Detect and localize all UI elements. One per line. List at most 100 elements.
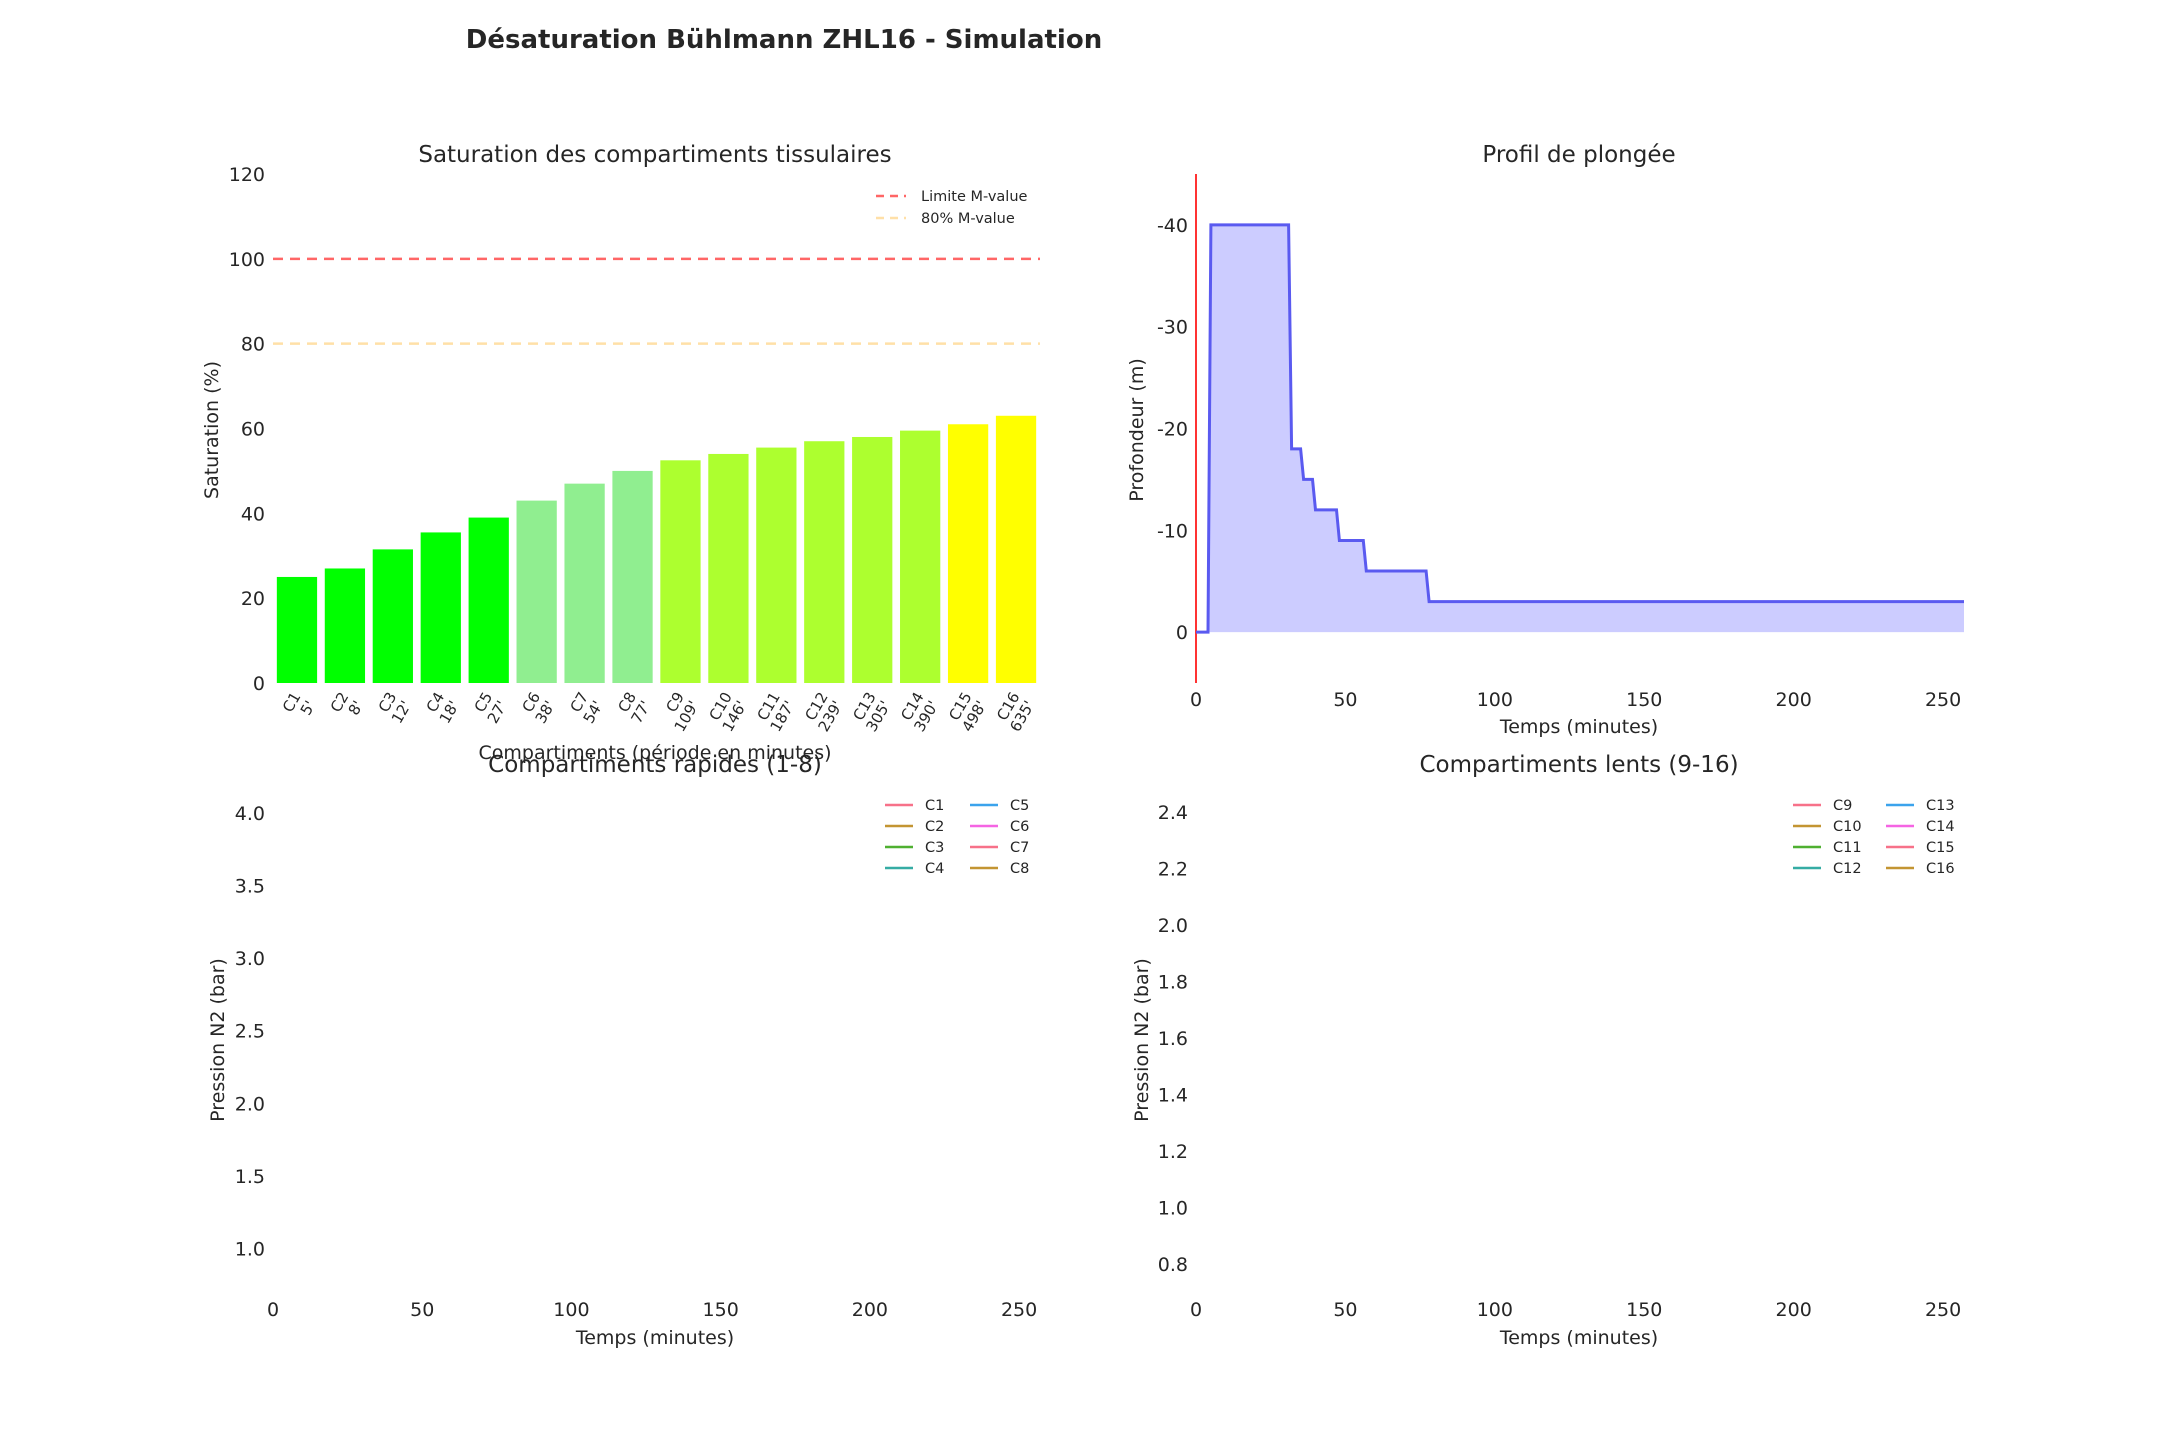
x-tick-label: C16635'	[992, 689, 1039, 735]
x-tick-label: 100	[1477, 689, 1513, 711]
profile-ylabel: Profondeur (m)	[1126, 358, 1148, 501]
legend-label: C15	[1926, 840, 1955, 856]
bar-1	[276, 576, 318, 683]
legend-label: C10	[1833, 819, 1862, 835]
bar-2	[324, 568, 366, 683]
x-tick-label: 100	[1477, 1299, 1513, 1321]
legend-label-m-value: Limite M-value	[921, 189, 1028, 205]
x-tick-label: 0	[1190, 689, 1202, 711]
legend-label: C9	[1833, 798, 1852, 814]
y-tick-label: 1.5	[235, 1166, 265, 1188]
bar-13	[852, 436, 893, 683]
y-tick-label: 0	[1176, 622, 1188, 644]
fast-compartments-xlabel: Temps (minutes)	[575, 1327, 734, 1349]
x-tick-label: 150	[703, 1299, 739, 1321]
bar-11	[756, 447, 797, 683]
legend-label: C3	[925, 840, 944, 856]
bar-8	[612, 470, 653, 683]
x-tick-label: C15498'	[944, 689, 991, 735]
bar-6	[516, 500, 557, 683]
y-tick-label: -10	[1157, 520, 1188, 542]
x-tick-label: C877'	[613, 689, 655, 727]
x-tick-label: C638'	[517, 689, 559, 727]
saturation-plot-area: 0 20 40 60 80 100 120 C15' C28' C312' C418' C527' C6…	[229, 164, 1040, 735]
legend-label: C4	[925, 861, 944, 877]
x-tick-label: 100	[553, 1299, 589, 1321]
y-tick-label: 60	[241, 419, 265, 441]
y-tick-label: 2.4	[1158, 802, 1188, 824]
legend-label: C5	[1010, 798, 1029, 814]
x-tick-label: 150	[1626, 689, 1662, 711]
saturation-ylabel: Saturation (%)	[201, 361, 223, 499]
x-tick-label: 150	[1626, 1299, 1662, 1321]
saturation-legend: Limite M-value 80% M-value	[876, 189, 1028, 227]
legend-label: C7	[1010, 840, 1029, 856]
x-tick-label: 50	[410, 1299, 434, 1321]
legend-label-80-m-value: 80% M-value	[921, 211, 1015, 227]
x-tick-label: 200	[1776, 689, 1812, 711]
figure-title: Désaturation Bühlmann ZHL16 - Simulation	[466, 25, 1102, 55]
x-tick-label: 0	[267, 1299, 279, 1321]
fast-compartments-plot-area: 0 50 100 150 200 250 1.0 1.5 2.0 2.5 3.0 3.5 4.0	[235, 803, 1037, 1321]
x-tick-label: C13305'	[848, 689, 895, 735]
y-tick-label: 1.6	[1158, 1028, 1188, 1050]
legend-label: C16	[1926, 861, 1955, 877]
x-tick-label: C527'	[469, 689, 511, 727]
saturation-xlabel: Compartiments (période en minutes)	[478, 742, 831, 764]
y-tick-label: 100	[229, 249, 265, 271]
profile-xlabel: Temps (minutes)	[1499, 716, 1658, 738]
y-tick-label: 0.8	[1158, 1254, 1188, 1276]
x-tick-label: C9109'	[656, 689, 703, 735]
y-tick-label: 2.0	[235, 1093, 265, 1115]
y-tick-label: 1.2	[1158, 1141, 1188, 1163]
x-tick-label: C10146'	[704, 689, 751, 735]
y-tick-label: 120	[229, 164, 265, 186]
profile-plot-area: 0 50 100 150 200 250 0 -10 -20 -30 -40	[1157, 174, 1964, 711]
fast-compartments-ylabel: Pression N2 (bar)	[207, 958, 229, 1122]
y-tick-label: 3.5	[235, 876, 265, 898]
y-tick-label: -30	[1157, 317, 1188, 339]
x-tick-label: 0	[1190, 1299, 1202, 1321]
y-tick-label: 0	[253, 673, 265, 695]
legend-label: C1	[925, 798, 944, 814]
y-tick-label: -40	[1157, 215, 1188, 237]
x-tick-label: 250	[1925, 1299, 1961, 1321]
y-tick-label: -20	[1157, 419, 1188, 441]
bar-15	[947, 424, 989, 683]
x-tick-label: 50	[1333, 1299, 1357, 1321]
legend-label: C8	[1010, 861, 1029, 877]
profile-title: Profil de plongée	[1482, 142, 1675, 168]
fast-compartments-panel: Compartiments rapides (1-8) Pression N2 …	[207, 752, 1037, 1349]
legend-label: C11	[1833, 840, 1862, 856]
x-tick-label: 250	[1001, 1299, 1037, 1321]
bar-5	[468, 517, 509, 683]
slow-compartments-plot-area: 0 50 100 150 200 250 0.8 1.0 1.2 1.4 1.6 1.8 2.0 2.2 2…	[1158, 802, 1961, 1321]
profile-area-fill	[1196, 224, 1964, 633]
legend-label: C2	[925, 819, 944, 835]
bar-14	[900, 430, 941, 683]
x-tick-label: C15'	[279, 689, 319, 724]
profile-panel: Profil de plongée Profondeur (m) Temps (…	[1126, 142, 1964, 738]
x-tick-label: C28'	[327, 689, 367, 724]
x-tick-label: C12239'	[800, 689, 847, 735]
slow-compartments-xlabel: Temps (minutes)	[1499, 1327, 1658, 1349]
y-tick-label: 2.5	[235, 1021, 265, 1043]
y-tick-label: 40	[241, 503, 265, 525]
x-tick-label: 50	[1333, 689, 1357, 711]
y-tick-label: 20	[241, 588, 265, 610]
legend-label: C13	[1926, 798, 1955, 814]
x-tick-label: 250	[1925, 689, 1961, 711]
legend-label: C14	[1926, 819, 1955, 835]
x-tick-label: C14390'	[896, 689, 943, 735]
saturation-panel: Saturation des compartiments tissulaires…	[201, 142, 1040, 764]
y-tick-label: 1.0	[235, 1238, 265, 1260]
fast-compartments-title: Compartiments rapides (1-8)	[488, 752, 822, 778]
fast-compartments-legend: C1 C2 C3 C4 C5 C6 C7 C8	[885, 798, 1029, 877]
bar-12	[804, 441, 845, 683]
saturation-title: Saturation des compartiments tissulaires	[418, 142, 891, 168]
slow-compartments-legend: C9 C10 C11 C12 C13 C14 C15 C16	[1793, 798, 1955, 877]
x-tick-label: 200	[852, 1299, 888, 1321]
y-tick-label: 4.0	[235, 803, 265, 825]
y-tick-label: 1.8	[1158, 972, 1188, 994]
